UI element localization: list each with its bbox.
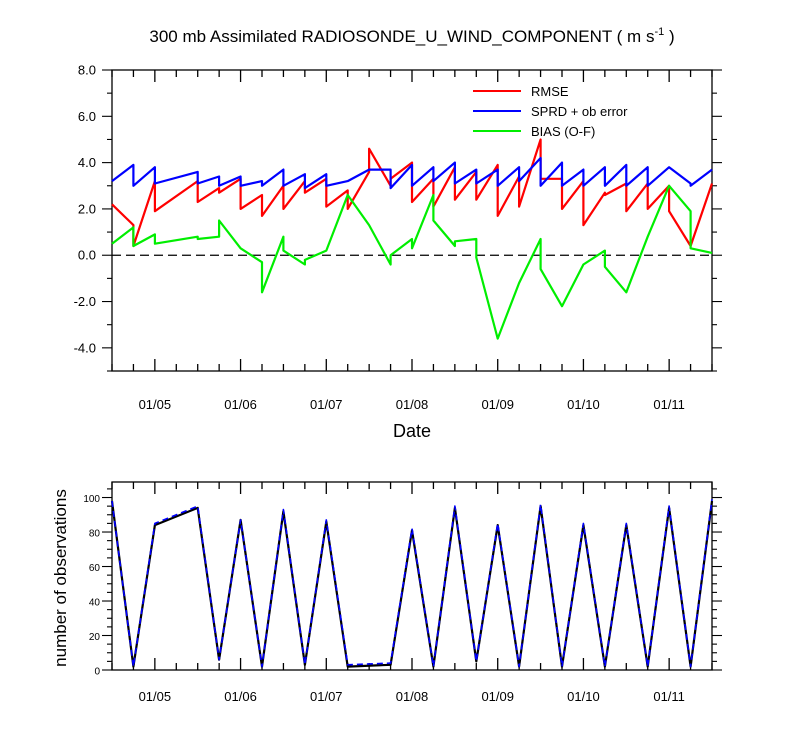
chart-title: 300 mb Assimilated RADIOSONDE_U_WIND_COM… (149, 26, 674, 46)
x-axis-label: Date (393, 421, 431, 441)
y-tick-label: 20 (89, 632, 101, 643)
x-tick-label: 01/05 (139, 397, 172, 412)
title-main: 300 mb Assimilated RADIOSONDE_U_WIND_COM… (149, 27, 654, 46)
title-end: ) (664, 27, 674, 46)
legend-label: RMSE (531, 84, 569, 99)
series-line (111, 184, 713, 340)
y-tick-label: 40 (89, 598, 101, 609)
plot-frame (111, 481, 713, 671)
x-tick-label: 01/10 (567, 689, 600, 704)
top-axes: 01/05 01/06 01/07 01/08 01/09 01/10 01/11 8.0 6.… (74, 63, 722, 412)
y-tick-label: 0.0 (78, 248, 96, 263)
y-tick-label: 60 (89, 563, 101, 574)
x-tick-label: 01/06 (224, 689, 257, 704)
y-axis-label: number of observations (51, 489, 70, 667)
y-tick-label: 8.0 (78, 63, 96, 78)
x-tick-label: 01/09 (481, 689, 514, 704)
y-tick-label: -2.0 (74, 294, 96, 309)
y-tick-label: 6.0 (78, 109, 96, 124)
x-tick-label: 01/10 (567, 397, 600, 412)
series-line (111, 499, 713, 668)
x-tick-label: 01/05 (139, 689, 172, 704)
y-tick-label: -4.0 (74, 340, 96, 355)
series-line (111, 156, 713, 190)
y-tick-label: 80 (89, 529, 101, 540)
legend-label: BIAS (O-F) (531, 124, 595, 139)
x-tick-label: 01/07 (310, 689, 343, 704)
y-tick-label: 4.0 (78, 155, 96, 170)
legend: RMSE SPRD + ob error BIAS (O-F) (473, 84, 628, 139)
x-tick-label: 01/07 (310, 397, 343, 412)
x-tick-label: 01/09 (481, 397, 514, 412)
legend-label: SPRD + ob error (531, 104, 628, 119)
y-tick-label: 0 (94, 667, 100, 678)
y-tick-label: 100 (83, 494, 100, 505)
x-tick-label: 01/11 (653, 689, 685, 704)
bottom-series (110, 499, 714, 668)
series-line (111, 138, 714, 248)
observation-count-chart: 01/05 01/06 01/07 01/08 01/09 01/10 01/11 0 20 40… (51, 481, 722, 704)
x-tick-label: 01/08 (396, 689, 429, 704)
top-series (111, 138, 714, 340)
x-tick-label: 01/08 (396, 397, 429, 412)
y-tick-label: 2.0 (78, 201, 96, 216)
series-line (110, 500, 714, 668)
x-tick-label: 01/11 (653, 397, 685, 412)
title-superscript: -1 (654, 26, 664, 38)
x-tick-label: 01/06 (224, 397, 257, 412)
rmse-bias-chart: 300 mb Assimilated RADIOSONDE_U_WIND_COM… (74, 26, 722, 441)
